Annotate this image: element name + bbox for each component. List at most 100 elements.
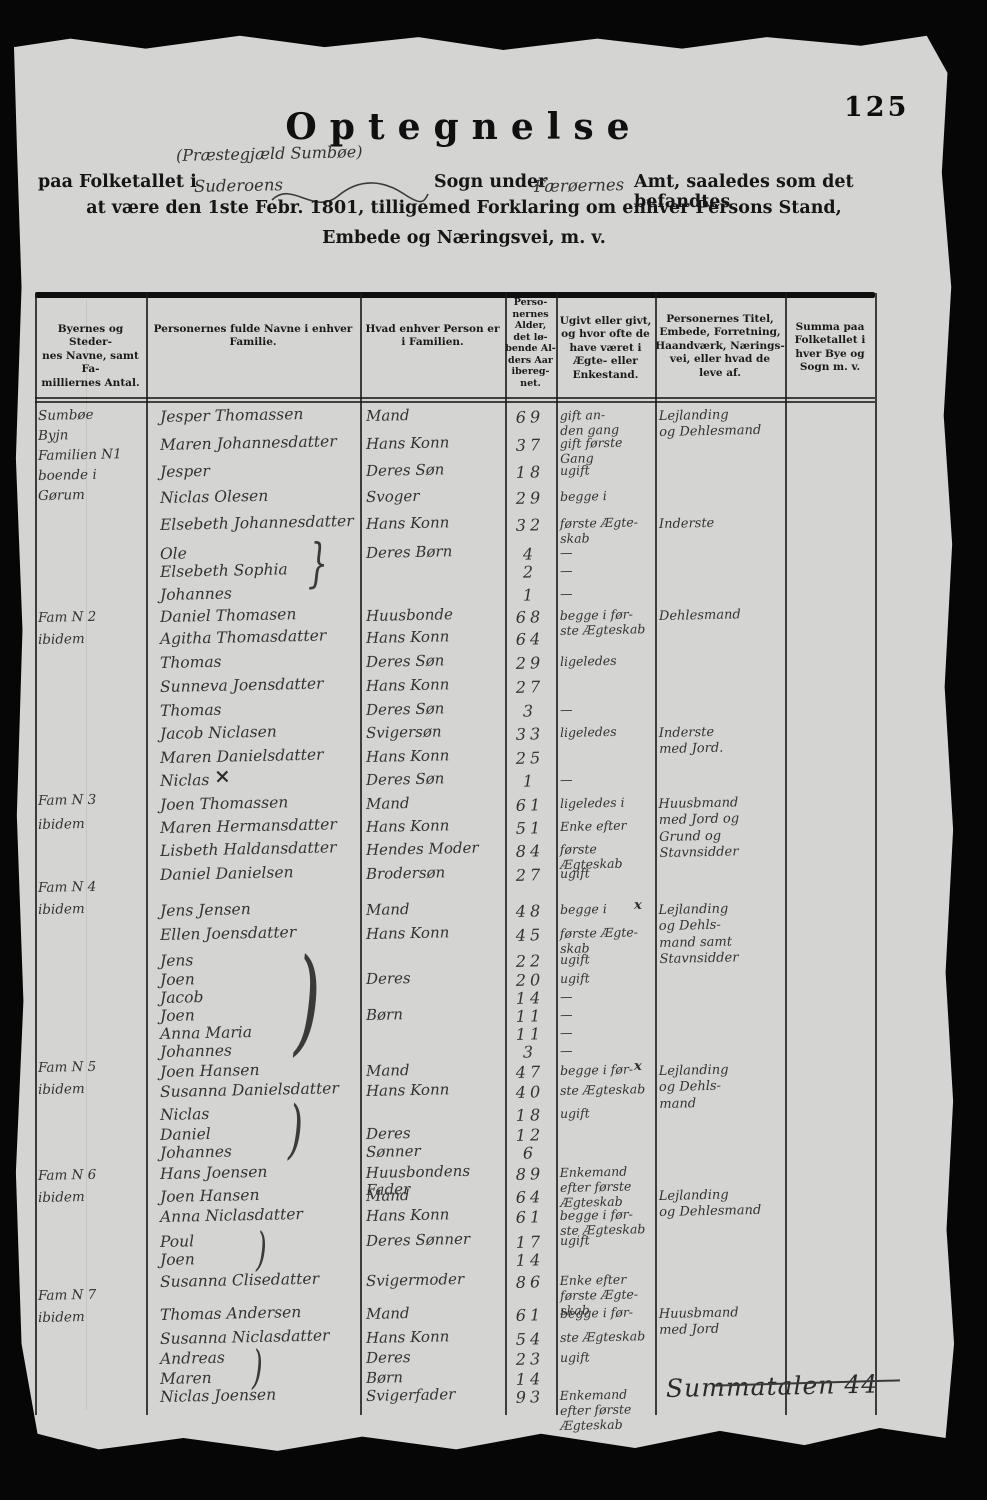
person-role: Huusbonde [365, 605, 454, 625]
person-age: 3 [522, 1042, 538, 1062]
person-name: Niclas [159, 770, 210, 790]
column-header-role: Hvad enhver Person er i Familien. [365, 323, 500, 349]
person-role: Svigermoder [365, 1269, 465, 1290]
person-name: Lisbeth Haldansdatter [159, 838, 337, 860]
paper-fold-line [86, 300, 87, 1410]
person-name: Johannes [159, 1041, 233, 1061]
place-label: Fam N 2 [37, 608, 97, 626]
marital-status: ste Ægteskab [559, 1328, 646, 1345]
person-age: 3 [522, 701, 538, 721]
x-mark: × [213, 763, 232, 788]
person-role: Deres [365, 1348, 411, 1367]
person-age: 20 [515, 970, 545, 990]
person-age: 29 [515, 653, 545, 673]
person-name: Maren Johannesdatter [159, 432, 337, 454]
summa-total: Summatalen 44 [665, 1369, 879, 1403]
marital-status: — [559, 585, 573, 601]
person-role: Hans Konn [365, 1080, 450, 1100]
subtitle-line1-mid: Sogn under [434, 172, 548, 192]
person-role: Hans Konn [365, 1205, 450, 1225]
person-role: Mand [365, 1061, 410, 1080]
column-header-summa: Summa paa Folketallet i hver Bye og Sogn… [794, 321, 866, 374]
person-role: Deres Børn [365, 542, 453, 562]
person-role: Brodersøn [365, 863, 446, 883]
paper-sheet: 125 Optegnelse (Præstegjæld Sumbøe) paa … [14, 35, 955, 1451]
person-age: 68 [515, 607, 545, 627]
person-name: Niclas [159, 1104, 210, 1124]
place-label: ibidem [37, 1309, 85, 1326]
person-name: Jesper [159, 461, 211, 481]
person-role: Hans Konn [365, 1327, 450, 1347]
pen-flourish-icon [271, 182, 429, 203]
column-header-marital: Ugivt eller givt, og hvor ofte de have v… [559, 315, 652, 381]
place-label: Fam N 5 [37, 1058, 97, 1076]
marital-status: — [559, 771, 573, 787]
marital-status: ligeledes [559, 723, 617, 740]
page-number: 125 [844, 92, 910, 123]
marital-status: gift an- den gang [559, 407, 620, 438]
marital-status: — [559, 1006, 573, 1022]
group-brace: ) [294, 934, 321, 1067]
person-role: Mand [365, 406, 410, 425]
marital-status: begge i [559, 488, 607, 504]
group-brace: ) [288, 1093, 303, 1167]
person-name: Joen Thomassen [159, 793, 289, 814]
place-label: Fam N 3 [37, 791, 97, 809]
place-label: ibidem [37, 901, 85, 918]
person-role: Mand [365, 1304, 410, 1323]
column-header-names: Personernes fulde Navne i enhver Familie… [153, 323, 353, 349]
person-age: 89 [515, 1164, 545, 1184]
occupation: Dehlesmand [658, 607, 741, 624]
person-role: Mand [365, 1186, 410, 1205]
page-title: Optegnelse [285, 106, 643, 148]
person-age: 11 [515, 1006, 545, 1026]
person-name: Thomas Andersen [159, 1303, 302, 1324]
place-label: Sumbøe [37, 406, 94, 424]
person-age: 64 [515, 1187, 545, 1207]
person-role: Børn [365, 1368, 404, 1387]
occupation: Inderste med Jord. [658, 724, 724, 758]
marital-status: ligeledes i [559, 794, 625, 811]
person-role: Deres Sønner [365, 1229, 471, 1250]
occupation: Inderste [658, 515, 715, 532]
person-role: Sønner [365, 1141, 421, 1161]
person-role: Svigerfader [365, 1385, 456, 1405]
marital-status: begge i før- [559, 1304, 634, 1321]
person-age: 11 [515, 1024, 545, 1044]
person-age: 27 [515, 677, 545, 697]
place-label: Fam N 6 [37, 1166, 97, 1184]
person-role: Børn [365, 1005, 404, 1024]
person-name: Maren Hermansdatter [159, 815, 337, 837]
person-role: Deres [365, 969, 411, 988]
person-role: Hans Konn [365, 816, 450, 836]
place-label: boende i [37, 466, 97, 484]
person-name: Ellen Joensdatter [159, 923, 297, 944]
occupation: Huusbmand med Jord og Grund og Stavnsidd… [658, 795, 740, 861]
person-role: Deres Søn [365, 769, 445, 789]
person-name: Joen Hansen [159, 1060, 260, 1081]
marital-status: ligeledes [559, 652, 617, 669]
person-name: Johannes [159, 1142, 233, 1162]
marital-status: ugift [559, 1105, 590, 1121]
column-line-8 [875, 293, 877, 1415]
person-name: Jesper Thomassen [159, 404, 304, 426]
marital-status: begge i før- ste Ægteskab [559, 606, 646, 638]
column-header-occupation: Personernes Titel, Embede, Forretning, H… [655, 313, 785, 379]
person-role: Hans Konn [365, 675, 450, 695]
person-age: 1 [522, 771, 538, 791]
person-age: 45 [515, 925, 545, 945]
subtitle-line3: Embede og Næringsvei, m. v. [322, 228, 606, 248]
subtitle-line1-pre: paa Folketallet i [38, 172, 197, 192]
marital-status: ugift [559, 1349, 590, 1365]
person-age: 2 [522, 562, 538, 582]
person-role: Mand [365, 900, 410, 919]
column-line-3 [360, 293, 362, 1415]
place-label: Byjn [37, 427, 69, 444]
marital-status: ugift [559, 1232, 590, 1248]
subtitle-line1-post: Amt, saaledes som det befandtes [634, 172, 854, 212]
person-role: Hans Konn [365, 627, 450, 647]
table-body: Sumbøe Byjn Familien N1 boende i Gørum Fam N … [14, 36, 954, 1451]
person-role: Hans Konn [365, 923, 450, 943]
marital-status: ugift [559, 865, 590, 881]
